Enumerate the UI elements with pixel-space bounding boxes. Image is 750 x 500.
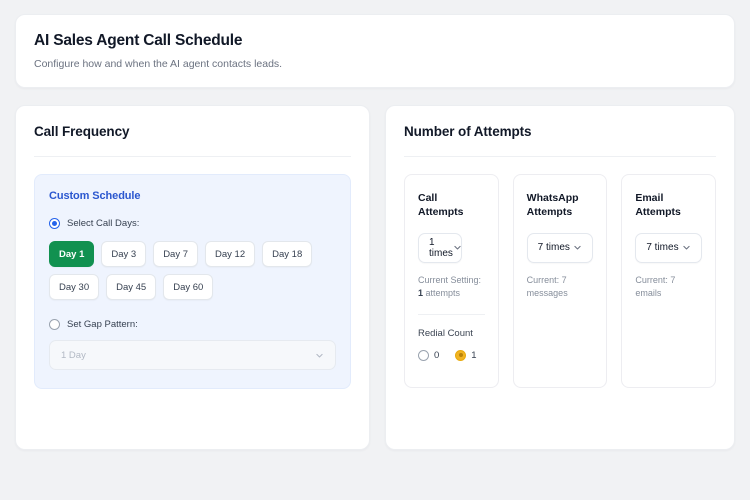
- number-of-attempts-title: Number of Attempts: [404, 124, 532, 140]
- call-frequency-divider: [34, 156, 351, 158]
- redial-count-option-0[interactable]: 0: [418, 349, 440, 361]
- call-frequency-panel: Call Frequency Custom Schedule Select Ca…: [16, 106, 369, 449]
- number-of-attempts-panel: Number of Attempts Call Attempts 1 times: [386, 106, 734, 449]
- gap-pattern-section: Set Gap Pattern: 1 Day: [49, 319, 336, 371]
- call-frequency-title: Call Frequency: [34, 124, 130, 140]
- day-chip-1[interactable]: Day 1: [49, 241, 95, 268]
- day-chip-30[interactable]: Day 30: [49, 274, 100, 301]
- chevron-down-icon: [573, 243, 582, 252]
- chevron-down-icon: [453, 243, 462, 252]
- email-attempts-title: Email Attempts: [635, 192, 681, 219]
- call-attempts-select[interactable]: 1 times: [418, 232, 462, 263]
- set-gap-pattern-radio[interactable]: [49, 319, 60, 331]
- whatsapp-attempts-select-value: 7 times: [537, 242, 570, 254]
- call-attempts-note-value: 1: [418, 287, 424, 298]
- call-attempts-select-value: 1 times: [429, 236, 453, 259]
- redial-count-label-0: 0: [434, 349, 440, 361]
- set-gap-pattern-option[interactable]: Set Gap Pattern:: [49, 319, 336, 331]
- call-attempts-note-suffix: attempts: [423, 287, 461, 298]
- set-gap-pattern-label: Set Gap Pattern:: [67, 319, 138, 331]
- call-attempts-divider: [418, 313, 485, 315]
- gap-pattern-select[interactable]: 1 Day: [49, 340, 336, 371]
- day-chip-3[interactable]: Day 3: [101, 241, 147, 268]
- day-chip-7[interactable]: Day 7: [153, 241, 199, 268]
- custom-schedule-heading: Custom Schedule: [49, 190, 141, 203]
- day-chip-12[interactable]: Day 12: [205, 241, 256, 268]
- whatsapp-attempts-title: WhatsApp Attempts: [526, 192, 579, 219]
- custom-schedule-box: Custom Schedule Select Call Days: Day 1 …: [34, 174, 351, 390]
- email-attempts-select[interactable]: 7 times: [635, 232, 703, 263]
- select-call-days-option[interactable]: Select Call Days:: [49, 218, 336, 230]
- redial-count-radio-0[interactable]: [418, 349, 429, 361]
- day-chip-45[interactable]: Day 45: [106, 274, 157, 301]
- gap-pattern-select-value: 1 Day: [61, 349, 86, 361]
- select-call-days-radio[interactable]: [49, 218, 60, 230]
- call-attempts-card: Call Attempts 1 times Current Setting: 1…: [404, 174, 499, 389]
- redial-count-option-1[interactable]: 1: [455, 349, 477, 361]
- content-columns: Call Frequency Custom Schedule Select Ca…: [15, 105, 735, 451]
- whatsapp-attempts-note: Current: 7 messages: [526, 274, 568, 298]
- email-attempts-select-value: 7 times: [646, 242, 679, 254]
- attempt-cards: Call Attempts 1 times Current Setting: 1…: [404, 174, 717, 389]
- whatsapp-attempts-select[interactable]: 7 times: [526, 232, 594, 263]
- call-attempts-note-prefix: Current Setting:: [418, 274, 482, 285]
- call-attempts-title: Call Attempts: [418, 192, 464, 219]
- redial-count-radio-1[interactable]: [455, 349, 467, 361]
- call-day-chips: Day 1 Day 3 Day 7 Day 12 Day 18 Day 30 D…: [49, 241, 336, 301]
- redial-count-label-1: 1: [471, 349, 477, 361]
- page-subtitle: Configure how and when the AI agent cont…: [34, 57, 283, 70]
- call-frequency-card: Call Frequency Custom Schedule Select Ca…: [15, 105, 370, 451]
- email-attempts-card: Email Attempts 7 times Current: 7 emails: [621, 174, 717, 389]
- page-header-card: AI Sales Agent Call Schedule Configure h…: [15, 14, 735, 89]
- number-of-attempts-divider: [404, 156, 716, 158]
- select-call-days-label: Select Call Days:: [67, 218, 140, 230]
- email-attempts-note: Current: 7 emails: [635, 274, 676, 298]
- day-chip-60[interactable]: Day 60: [163, 274, 214, 301]
- chevron-down-icon: [315, 351, 324, 360]
- redial-count-options: 0 1: [418, 349, 485, 361]
- number-of-attempts-card: Number of Attempts Call Attempts 1 times: [385, 105, 735, 451]
- chevron-down-icon: [682, 243, 691, 252]
- redial-count-title: Redial Count: [418, 327, 473, 339]
- call-attempts-note: Current Setting: 1 attempts: [418, 274, 485, 300]
- page-title: AI Sales Agent Call Schedule: [34, 32, 243, 49]
- whatsapp-attempts-card: WhatsApp Attempts 7 times Current: 7 mes…: [512, 174, 608, 389]
- day-chip-18[interactable]: Day 18: [262, 241, 313, 268]
